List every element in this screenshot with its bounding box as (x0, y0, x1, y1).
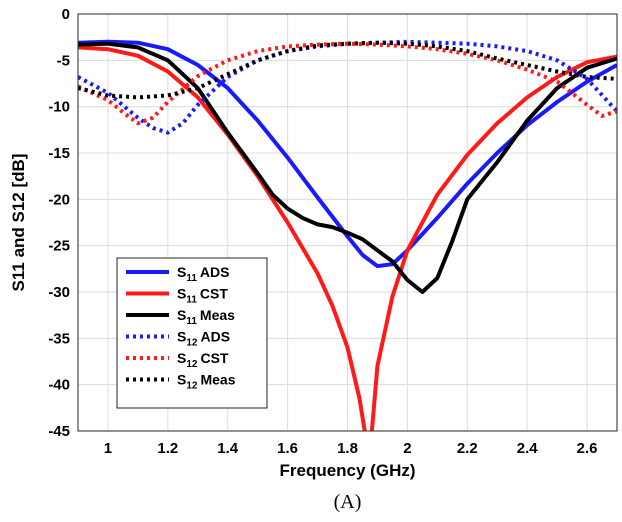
legend-box (116, 257, 268, 409)
series-line-s11-meas (78, 41, 617, 294)
y-axis-label: S11 and S12 [dB] (9, 154, 28, 292)
x-tick-label: 2.4 (517, 440, 539, 457)
legend-entry: S12 Meas (177, 372, 236, 392)
y-tick-label: 0 (62, 6, 70, 23)
x-tick-label: 1.6 (277, 440, 298, 457)
series-line-s11-cst (78, 45, 617, 431)
series-line-s12-cst (78, 41, 617, 126)
x-tick-label: 2 (403, 440, 411, 457)
y-tick-labels: 0 -5 -10 -15 -20 -25 -30 -35 -40 -45 (48, 6, 70, 440)
y-tick-label: -30 (48, 284, 70, 301)
y-tick-label: -10 (48, 99, 70, 116)
y-tick-label: -45 (48, 423, 70, 440)
y-tick-label: -15 (48, 145, 70, 162)
legend-entry: S11 ADS (177, 264, 229, 284)
x-tick-label: 1.4 (217, 440, 239, 457)
legend-entry: S12 ADS (177, 329, 230, 349)
plot-lines (78, 39, 617, 431)
y-tick-label: -40 (48, 377, 70, 394)
legend-entry: S11 Meas (177, 307, 235, 327)
x-tick-label: 1.2 (157, 440, 178, 457)
y-tick-label: -20 (48, 191, 70, 208)
plot-frame (77, 13, 618, 432)
x-tick-label: 2.6 (577, 440, 598, 457)
x-tick-label: 1.8 (337, 440, 358, 457)
series-line-s12-ads (78, 39, 617, 135)
y-tick-label: -25 (48, 238, 70, 255)
y-tick-label: -35 (48, 330, 70, 347)
x-tick-labels: 1 1.2 1.4 1.6 1.8 2 2.2 2.4 2.6 (104, 440, 598, 457)
figure-caption: (A) (334, 491, 362, 513)
legend-entry: S12 CST (177, 350, 229, 370)
x-tick-label: 1 (104, 440, 112, 457)
y-tick-label: -5 (57, 52, 70, 69)
x-tick-label: 2.2 (457, 440, 478, 457)
legend-entry: S11 CST (177, 286, 228, 306)
x-axis-label: Frequency (GHz) (279, 461, 415, 480)
